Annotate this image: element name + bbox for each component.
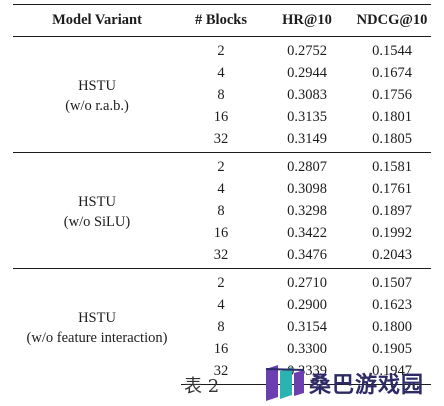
ndcg-cell: 0.1674 [372,65,412,81]
ndcg-cell: 0.1905 [372,341,412,357]
blocks-cell: 4 [217,65,225,81]
table-row: HSTU (w/o feature interaction) 2 0.2710 … [13,268,431,385]
variant-name: HSTU [78,310,116,327]
ndcg-cell: 0.1761 [372,181,412,197]
header-ndcg10: NDCG@10 [353,4,431,37]
variant-ablation: (w/o feature interaction) [26,330,168,347]
hr-cell: 0.3154 [287,319,327,335]
ndcg-cell: 0.1805 [372,131,412,147]
ndcg-cell: 0.1897 [372,203,412,219]
header-model-variant: Model Variant [13,4,181,37]
table-row: 4 0.2900 0.1623 [13,294,431,316]
hr-cell: 0.3422 [287,225,327,241]
blocks-cell: 32 [181,360,261,385]
hr-cell: 0.2807 [261,152,353,178]
variant-cell: HSTU (w/o r.a.b.) [13,37,181,153]
hr-cell: 0.3298 [287,203,327,219]
hr-cell: 0.3083 [287,87,327,103]
variant-name: HSTU [78,78,116,94]
group-wo-rab: HSTU (w/o r.a.b.) 2 0.2752 0.1544 4 0.29… [13,37,431,153]
header-hr10: HR@10 [261,4,353,37]
table-row: 8 0.3298 0.1897 [13,200,431,222]
blocks-cell: 16 [213,341,229,357]
blocks-cell: 16 [213,109,229,125]
ndcg-cell: 0.1801 [372,109,412,125]
table-row: 16 0.3300 0.1905 [13,338,431,360]
header-blocks: # Blocks [181,4,261,37]
variant-name: HSTU [78,194,116,210]
blocks-cell: 2 [181,152,261,178]
hr-cell: 0.3300 [287,341,327,357]
table-header: Model Variant # Blocks HR@10 NDCG@10 [13,4,431,37]
table-row: 4 0.2944 0.1674 [13,62,431,84]
ndcg-cell: 0.1623 [372,297,412,313]
hr-cell: 0.3149 [287,131,327,147]
ndcg-cell: 0.1544 [372,43,412,59]
table-row: HSTU (w/o r.a.b.) 2 0.2752 0.1544 [13,37,431,114]
hr-cell: 0.2944 [287,65,327,81]
blocks-cell: 2 [217,43,225,59]
hr-cell: 0.3135 [287,109,327,125]
blocks-cell: 8 [217,203,225,219]
ndcg-cell: 0.1947 [353,360,431,385]
ndcg-cell: 0.1756 [372,87,412,103]
hr-cell: 0.3098 [287,181,327,197]
ndcg-cell: 0.1800 [372,319,412,335]
table-row: 32 0.3149 0.1805 [13,128,431,153]
table-row: 16 0.3135 0.1801 [13,106,431,128]
ablation-results-table: Model Variant # Blocks HR@10 NDCG@10 HST… [13,4,431,385]
table-caption: 表 2 [184,376,220,397]
hr-cell: 0.2710 [261,268,353,294]
table-row: HSTU (w/o SiLU) 2 0.2807 0.1581 [13,152,431,269]
hr-cell: 0.3476 [287,247,327,263]
variant-ablation: (w/o r.a.b.) [65,98,129,114]
blocks-cell: 32 [213,131,229,147]
table-row: 4 0.3098 0.1761 [13,178,431,200]
watermark-text: 桑巴游戏园 [309,373,425,398]
blocks-cell: 8 [217,87,225,103]
blocks-cell: 32 [213,247,229,263]
table-row: 32 0.3476 0.2043 [13,244,431,269]
blocks-cell: 8 [217,319,225,335]
ndcg-cell: 0.1507 [353,268,431,294]
ndcg-cell: 0.2043 [372,247,412,263]
variant-cell: HSTU (w/o feature interaction) [13,268,181,385]
watermark-logo-icon [265,365,305,401]
table-row: 16 0.3422 0.1992 [13,222,431,244]
group-wo-silu: HSTU (w/o SiLU) 2 0.2807 0.1581 4 0.3098… [13,152,431,269]
results-table-container: Model Variant # Blocks HR@10 NDCG@10 HST… [13,4,431,385]
group-wo-feature-interaction: HSTU (w/o feature interaction) 2 0.2710 … [13,268,431,385]
blocks-cell: 16 [213,225,229,241]
ndcg-cell: 0.1581 [353,152,431,178]
watermark-logo: 桑巴游戏园 [263,362,443,404]
variant-cell: HSTU (w/o SiLU) [13,152,181,269]
hr-cell: 0.2900 [287,297,327,313]
variant-ablation: (w/o SiLU) [63,214,131,230]
blocks-cell: 4 [217,181,225,197]
hr-cell: 0.2752 [287,43,327,59]
ndcg-cell: 0.1992 [372,225,412,241]
table-row: 8 0.3083 0.1756 [13,84,431,106]
table-row: 8 0.3154 0.1800 [13,316,431,338]
blocks-cell: 4 [217,297,225,313]
blocks-cell: 2 [181,268,261,294]
